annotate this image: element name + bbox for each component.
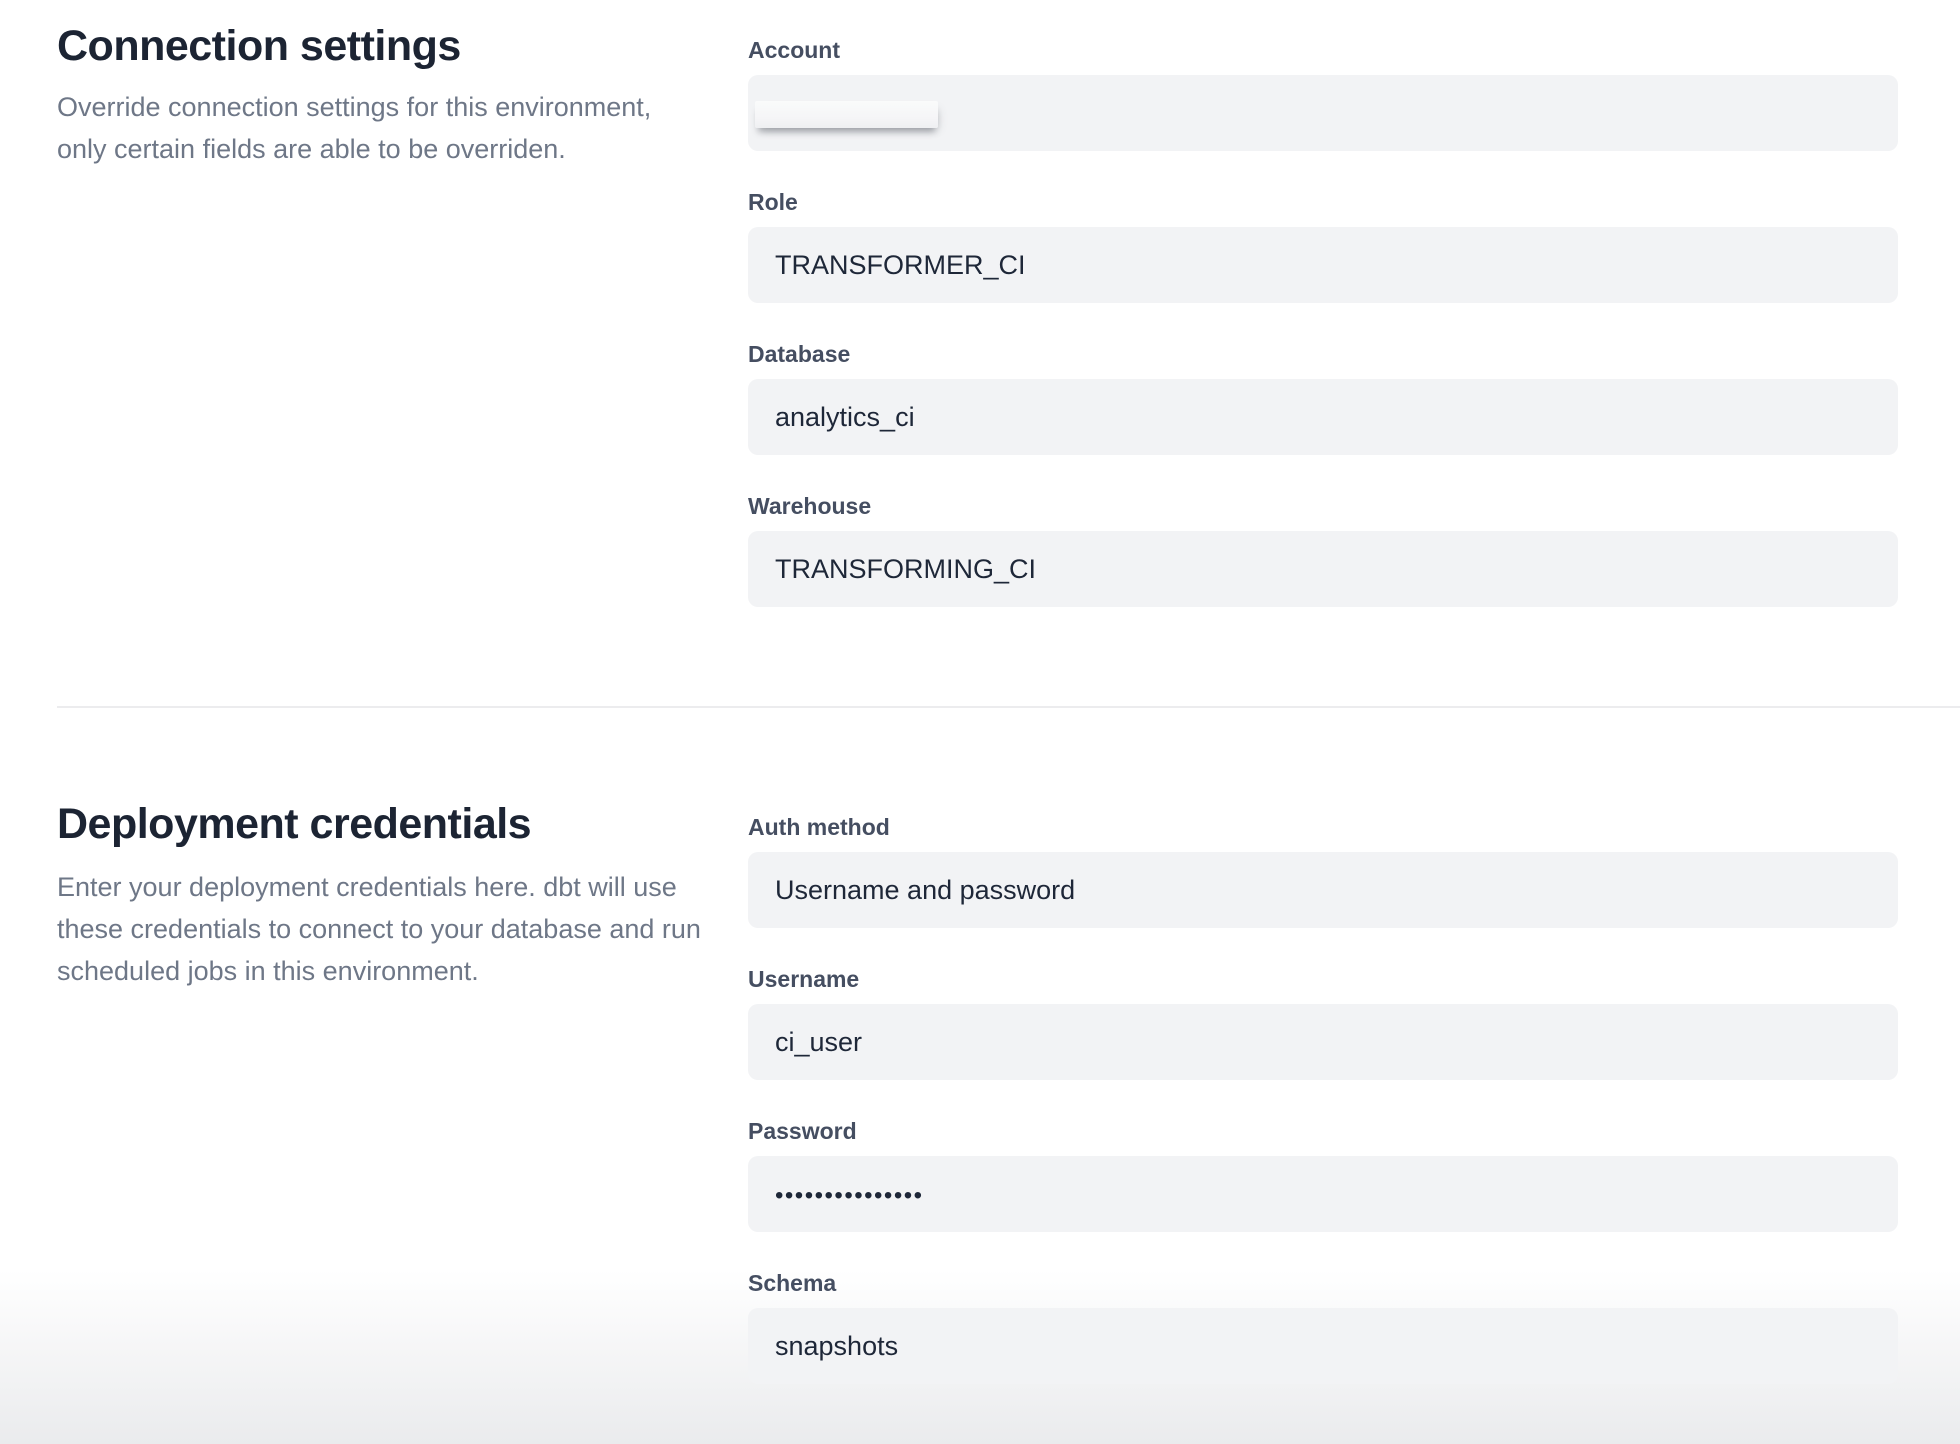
auth-method-field-group: Auth method: [748, 815, 1898, 928]
role-label: Role: [748, 189, 798, 215]
account-redaction-sticker: [755, 101, 938, 128]
database-label: Database: [748, 341, 851, 367]
password-field-group: Password: [748, 1119, 1898, 1232]
schema-input[interactable]: [748, 1308, 1898, 1384]
section-divider: [57, 706, 1960, 708]
deployment-credentials-title: Deployment credentials: [57, 800, 532, 848]
password-label: Password: [748, 1118, 857, 1144]
username-input[interactable]: [748, 1004, 1898, 1080]
database-field-group: Database: [748, 342, 1898, 455]
account-input[interactable]: [748, 75, 1898, 151]
schema-field-group: Schema: [748, 1271, 1898, 1384]
auth-method-input[interactable]: [748, 852, 1898, 928]
username-field-group: Username: [748, 967, 1898, 1080]
role-field-group: Role: [748, 190, 1898, 303]
database-input[interactable]: [748, 379, 1898, 455]
account-label: Account: [748, 37, 840, 63]
account-field-group: Account: [748, 38, 1898, 151]
username-label: Username: [748, 966, 860, 992]
password-input[interactable]: [748, 1156, 1898, 1232]
connection-settings-description: Override connection settings for this en…: [57, 92, 652, 164]
warehouse-field-group: Warehouse: [748, 494, 1898, 607]
role-input[interactable]: [748, 227, 1898, 303]
deployment-credentials-description: Enter your deployment credentials here. …: [57, 872, 701, 986]
connection-settings-title: Connection settings: [57, 22, 461, 70]
warehouse-input[interactable]: [748, 531, 1898, 607]
schema-label: Schema: [748, 1270, 837, 1296]
warehouse-label: Warehouse: [748, 493, 872, 519]
auth-method-label: Auth method: [748, 814, 890, 840]
